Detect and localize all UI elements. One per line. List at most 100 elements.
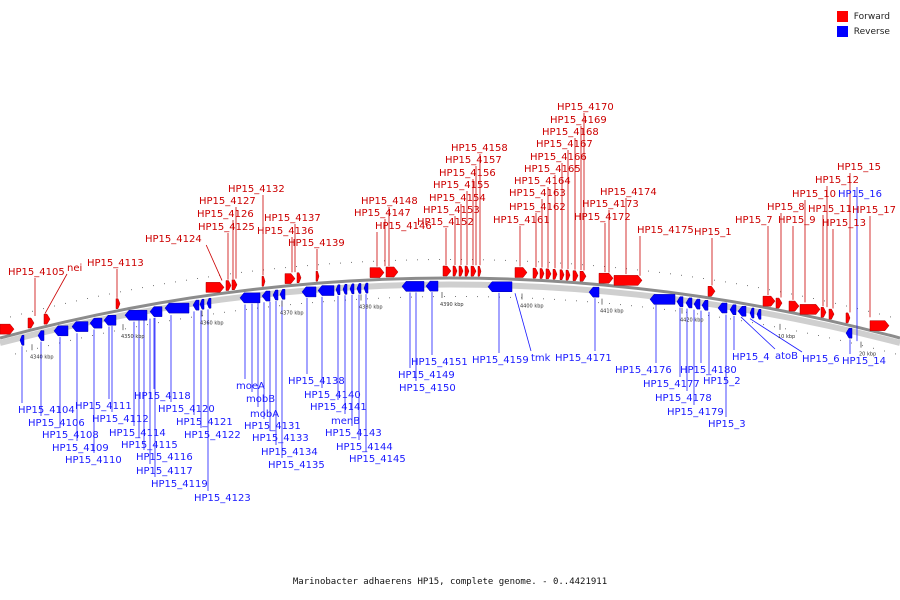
forward-gene-label[interactable]: HP15_4146 bbox=[375, 221, 432, 232]
forward-gene-label[interactable]: HP15_4105 bbox=[8, 267, 65, 278]
reverse-gene-block[interactable] bbox=[349, 283, 355, 295]
reverse-gene-label[interactable]: HP15_4151 bbox=[411, 357, 468, 368]
reverse-gene-label[interactable]: HP15_4133 bbox=[252, 433, 309, 444]
reverse-gene-label[interactable]: HP15_4179 bbox=[667, 407, 724, 418]
forward-gene-block[interactable] bbox=[27, 317, 35, 329]
reverse-gene-block[interactable] bbox=[279, 289, 286, 300]
forward-gene-label[interactable]: HP15_8 bbox=[767, 202, 805, 213]
reverse-gene-block[interactable] bbox=[676, 296, 684, 307]
reverse-gene-block[interactable] bbox=[206, 297, 212, 309]
reverse-gene-label[interactable]: HP15_4108 bbox=[42, 430, 99, 441]
forward-gene-label[interactable]: HP15_4169 bbox=[550, 115, 607, 126]
forward-gene-block[interactable] bbox=[559, 269, 565, 280]
reverse-gene-block[interactable] bbox=[149, 306, 163, 317]
forward-gene-label[interactable]: HP15_4158 bbox=[451, 143, 508, 154]
reverse-gene-label[interactable]: mobB bbox=[246, 394, 275, 405]
reverse-gene-label[interactable]: HP15_4110 bbox=[65, 455, 122, 466]
forward-gene-label[interactable]: HP15_4136 bbox=[257, 226, 314, 237]
reverse-gene-block[interactable] bbox=[729, 304, 737, 315]
reverse-gene-label[interactable]: HP15_16 bbox=[838, 189, 882, 200]
reverse-gene-block[interactable] bbox=[356, 283, 362, 294]
forward-gene-label[interactable]: HP15_7 bbox=[735, 215, 773, 226]
reverse-gene-block[interactable] bbox=[124, 309, 148, 321]
forward-gene-label[interactable]: HP15_4125 bbox=[198, 222, 255, 233]
reverse-gene-label[interactable]: HP15_4114 bbox=[109, 428, 166, 439]
forward-gene-block[interactable] bbox=[828, 308, 835, 320]
forward-gene-block[interactable] bbox=[231, 279, 238, 291]
forward-gene-block[interactable] bbox=[707, 286, 716, 297]
forward-gene-label[interactable]: HP15_4124 bbox=[145, 234, 202, 245]
forward-gene-block[interactable] bbox=[820, 307, 827, 318]
forward-gene-label[interactable]: HP15_13 bbox=[822, 218, 866, 229]
forward-gene-block[interactable] bbox=[572, 270, 579, 281]
forward-gene-label[interactable]: HP15_4139 bbox=[288, 238, 345, 249]
reverse-gene-label[interactable]: HP15_4121 bbox=[176, 417, 233, 428]
reverse-gene-label[interactable]: HP15_4141 bbox=[310, 402, 367, 413]
reverse-gene-block[interactable] bbox=[717, 302, 728, 314]
forward-gene-label[interactable]: HP15_4168 bbox=[542, 127, 599, 138]
forward-gene-label[interactable]: HP15_10 bbox=[792, 189, 836, 200]
reverse-gene-block[interactable] bbox=[845, 327, 853, 339]
reverse-gene-label[interactable]: moeA bbox=[236, 381, 265, 392]
reverse-gene-block[interactable] bbox=[701, 300, 709, 311]
forward-gene-label[interactable]: nei bbox=[67, 263, 82, 274]
reverse-gene-block[interactable] bbox=[401, 281, 425, 292]
forward-gene-label[interactable]: HP15_15 bbox=[837, 162, 881, 173]
reverse-gene-label[interactable]: HP15_6 bbox=[802, 354, 840, 365]
reverse-gene-block[interactable] bbox=[301, 286, 317, 298]
reverse-gene-block[interactable] bbox=[756, 309, 762, 320]
reverse-gene-block[interactable] bbox=[649, 294, 676, 305]
forward-gene-block[interactable] bbox=[799, 304, 821, 315]
forward-gene-block[interactable] bbox=[775, 297, 783, 309]
forward-gene-block[interactable] bbox=[613, 275, 643, 286]
forward-gene-block[interactable] bbox=[545, 268, 552, 280]
forward-gene-block[interactable] bbox=[284, 273, 296, 284]
forward-gene-label[interactable]: HP15_4166 bbox=[530, 152, 587, 163]
forward-gene-block[interactable] bbox=[315, 270, 320, 282]
reverse-gene-label[interactable]: HP15_4145 bbox=[349, 454, 406, 465]
reverse-gene-label[interactable]: HP15_4123 bbox=[194, 493, 251, 504]
reverse-gene-block[interactable] bbox=[487, 281, 513, 292]
forward-gene-block[interactable] bbox=[442, 265, 452, 277]
reverse-gene-label[interactable]: HP15_4106 bbox=[28, 418, 85, 429]
forward-gene-label[interactable]: HP15_4173 bbox=[582, 199, 639, 210]
forward-gene-block[interactable] bbox=[762, 295, 776, 307]
reverse-gene-label[interactable]: HP15_4115 bbox=[121, 440, 178, 451]
forward-gene-label[interactable]: HP15_4175 bbox=[637, 225, 694, 236]
reverse-gene-label[interactable]: HP15_4120 bbox=[158, 404, 215, 415]
forward-gene-label[interactable]: HP15_4157 bbox=[445, 155, 502, 166]
forward-gene-label[interactable]: HP15_4164 bbox=[514, 176, 571, 187]
forward-gene-label[interactable]: HP15_9 bbox=[778, 215, 816, 226]
reverse-gene-label[interactable]: HP15_4116 bbox=[136, 452, 193, 463]
reverse-gene-block[interactable] bbox=[342, 284, 348, 295]
forward-gene-label[interactable]: HP15_1 bbox=[694, 227, 732, 238]
forward-gene-block[interactable] bbox=[565, 269, 571, 281]
reverse-gene-label[interactable]: tmk bbox=[531, 353, 551, 364]
reverse-gene-label[interactable]: HP15_4119 bbox=[151, 479, 208, 490]
forward-gene-label[interactable]: HP15_4153 bbox=[423, 205, 480, 216]
reverse-gene-label[interactable]: mobA bbox=[250, 409, 279, 420]
forward-gene-label[interactable]: HP15_4132 bbox=[228, 184, 285, 195]
forward-gene-block[interactable] bbox=[205, 282, 225, 293]
reverse-gene-block[interactable] bbox=[685, 297, 693, 309]
reverse-gene-label[interactable]: HP15_4180 bbox=[680, 365, 737, 376]
forward-gene-block[interactable] bbox=[0, 323, 15, 335]
forward-gene-label[interactable]: HP15_4113 bbox=[87, 258, 144, 269]
reverse-gene-label[interactable]: HP15_4135 bbox=[268, 460, 325, 471]
forward-gene-label[interactable]: HP15_4148 bbox=[361, 196, 418, 207]
reverse-gene-label[interactable]: HP15_4118 bbox=[134, 391, 191, 402]
forward-gene-label[interactable]: HP15_4172 bbox=[574, 212, 631, 223]
forward-gene-block[interactable] bbox=[477, 266, 482, 277]
forward-gene-block[interactable] bbox=[598, 272, 614, 284]
forward-gene-block[interactable] bbox=[225, 280, 232, 291]
reverse-gene-label[interactable]: HP15_4177 bbox=[643, 379, 700, 390]
forward-gene-label[interactable]: HP15_4137 bbox=[264, 213, 321, 224]
forward-gene-label[interactable]: HP15_4156 bbox=[439, 168, 496, 179]
forward-gene-block[interactable] bbox=[552, 269, 558, 280]
forward-gene-label[interactable]: HP15_12 bbox=[815, 175, 859, 186]
reverse-gene-block[interactable] bbox=[261, 290, 271, 302]
reverse-gene-block[interactable] bbox=[199, 298, 205, 310]
reverse-gene-block[interactable] bbox=[363, 282, 369, 294]
reverse-gene-label[interactable]: HP15_4109 bbox=[52, 443, 109, 454]
reverse-gene-label[interactable]: HP15_4176 bbox=[615, 365, 672, 376]
